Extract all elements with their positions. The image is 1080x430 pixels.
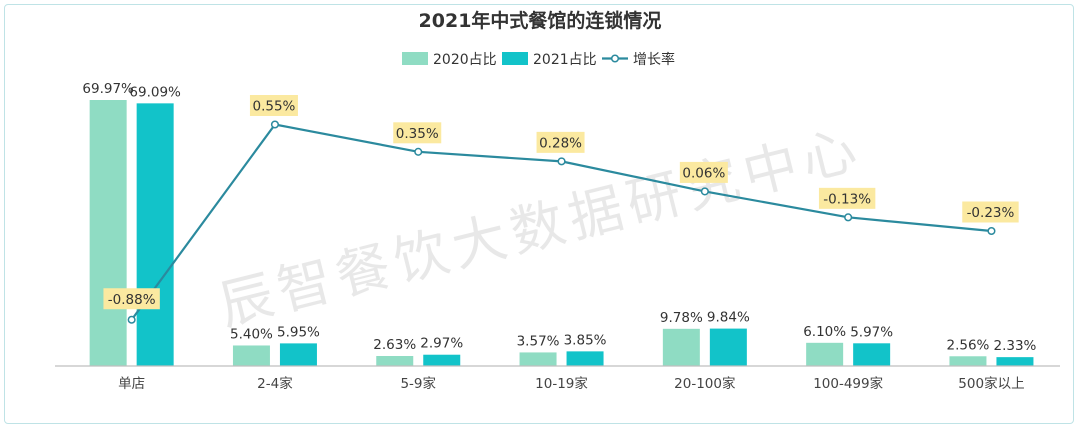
bar-2020: [232, 345, 270, 366]
bar-value-label: 2.56%: [947, 337, 990, 353]
legend: 2020占比 2021占比 增长率: [402, 51, 675, 68]
growth-rate-point: [700, 187, 709, 196]
growth-rate-label: -0.13%: [823, 191, 871, 207]
bar-2021: [709, 328, 747, 366]
x-tick-label: 20-100家: [674, 375, 736, 392]
x-tick-label: 2-4家: [257, 375, 293, 392]
bar-2021: [566, 351, 604, 366]
bar-value-label: 3.57%: [517, 333, 560, 349]
growth-rate-label-box: [536, 131, 585, 153]
bar-2021: [853, 343, 891, 366]
growth-rate-label-box: [962, 201, 1019, 223]
growth-line-layer: -0.88% 0.55% 0.35% 0.28% 0.06% -0.13% -0.23%: [103, 95, 1019, 324]
bar-value-label: 69.97%: [82, 81, 134, 97]
bar-value-label: 9.84%: [707, 310, 750, 326]
bar-value-label: 2.97%: [420, 336, 463, 352]
bar-2020: [376, 356, 414, 366]
x-tick-label: 5-9家: [400, 375, 436, 392]
bar-2020: [662, 328, 700, 366]
chart-frame: [4, 4, 1074, 424]
growth-rate-label-box: [249, 95, 298, 116]
bar-value-label: 5.95%: [277, 324, 320, 340]
growth-rate-point: [127, 315, 136, 324]
bar-value-label: 6.10%: [803, 324, 846, 340]
bar-2020: [949, 356, 987, 366]
bar-2021: [996, 357, 1034, 366]
legend-swatch: [402, 52, 428, 65]
growth-rate-point: [844, 213, 853, 222]
growth-rate-label: 0.55%: [253, 99, 296, 115]
legend-point-marker: [610, 54, 620, 63]
growth-rate-point: [557, 157, 566, 166]
x-tick-label: 500家以上: [958, 375, 1024, 392]
growth-rate-point: [414, 147, 423, 156]
growth-rate-label-box: [393, 122, 442, 144]
bars-layer: 69.97%69.09% 5.40% 5.95% 2.63% 2.97% 3.57% 3.8…: [82, 81, 1037, 367]
bar-2021: [279, 343, 317, 366]
bar-value-label: 5.40%: [230, 326, 273, 342]
growth-rate-point: [987, 226, 996, 236]
x-tick-label: 100-499家: [813, 375, 883, 392]
growth-rate-label: -0.88%: [108, 292, 156, 308]
x-axis-labels: 单店 2-4家 5-9家 10-19家 20-100家 100-499家 500家以上: [118, 375, 1024, 392]
bar-value-label: 69.09%: [129, 84, 181, 100]
bar-2020: [519, 352, 557, 366]
growth-rate-label-box: [679, 161, 728, 183]
bar-2020: [89, 100, 127, 366]
growth-rate-label-box: [103, 288, 160, 310]
bar-value-label: 3.85%: [564, 332, 607, 348]
x-tick-label: 10-19家: [535, 375, 588, 392]
bar-2021: [136, 103, 174, 367]
bar-value-label: 5.97%: [850, 324, 893, 340]
growth-rate-label: 0.35%: [396, 126, 439, 142]
growth-rate-label-box: [818, 187, 876, 209]
legend-swatch: [502, 52, 528, 65]
legend-label: 2021占比: [533, 52, 597, 68]
growth-rate-label: 0.28%: [539, 135, 582, 151]
bar-value-label: 2.63%: [373, 337, 416, 353]
chart-title: 2021年中式餐馆的连锁情况: [419, 9, 662, 32]
bar-2021: [423, 354, 461, 366]
growth-rate-label: 0.06%: [682, 165, 725, 181]
legend-label: 2020占比: [433, 52, 497, 68]
x-tick-label: 单店: [118, 376, 145, 392]
growth-rate-label: -0.23%: [967, 205, 1015, 221]
legend-label: 增长率: [633, 51, 675, 68]
bar-2020: [806, 342, 844, 366]
growth-rate-point: [270, 120, 280, 129]
bar-value-label: 9.78%: [660, 310, 703, 326]
bar-value-label: 2.33%: [994, 338, 1037, 354]
